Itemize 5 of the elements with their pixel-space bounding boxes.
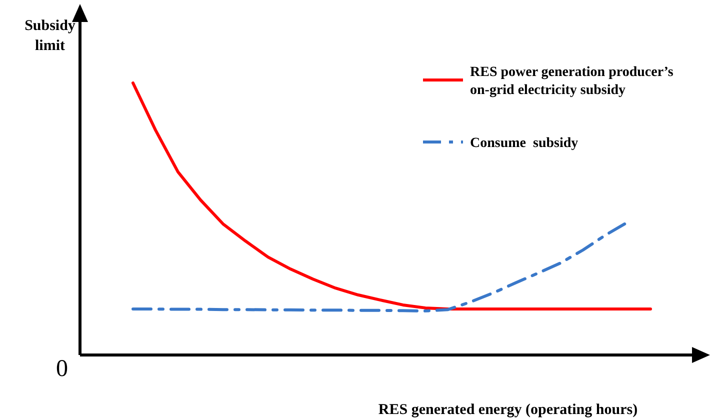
text: 0 xyxy=(56,356,68,382)
legend-label: Consume subsidy xyxy=(470,136,578,151)
legend-label: RES power generation producer’s on-grid electricity subsidy xyxy=(470,65,674,98)
x-axis-title: RES generated energy (operating hours) xyxy=(378,402,638,418)
y-axis-title: Subsidy limit xyxy=(24,18,76,54)
